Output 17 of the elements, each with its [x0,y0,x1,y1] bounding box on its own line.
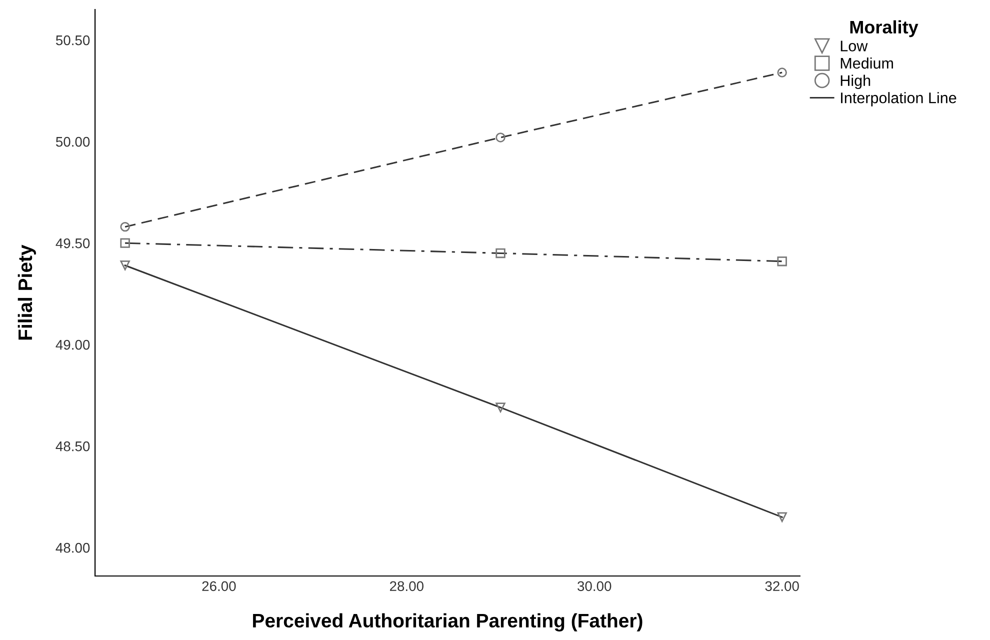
legend-label: High [840,74,870,90]
legend-label: Low [840,40,868,52]
y-tick-label: 49.50 [56,238,90,248]
y-tick-label: 49.00 [56,340,90,350]
legend-title: Morality [850,20,918,38]
y-tick-label: 50.00 [56,136,90,147]
text: Interpolation Line [841,92,956,106]
x-tick-label: 26.00 [202,581,236,592]
y-tick-label: 50.50 [56,35,90,46]
x-tick-label: 32.00 [765,581,799,592]
x-tick-label: 30.00 [578,581,612,592]
y-axis-title: Filial Piety [18,244,36,340]
y-tick-label: 48.00 [56,542,90,553]
legend-label: Medium [840,57,893,69]
y-tick-label: 48.50 [56,441,90,452]
x-axis-title: Perceived Authoritarian Parenting (Father) [253,613,642,632]
x-tick-label: 28.00 [390,581,424,592]
